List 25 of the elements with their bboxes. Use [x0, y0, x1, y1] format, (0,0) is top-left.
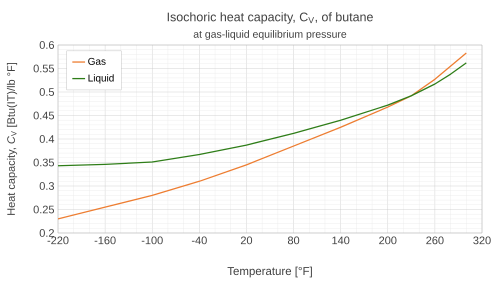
x-axis-title: Temperature [°F] [228, 266, 312, 278]
x-tick-label: 140 [332, 236, 350, 244]
y-axis-title: Heat capacity, C$_{V}$ [Btu(IT)/lb °F] [6, 62, 18, 215]
legend-label: Liquid [88, 74, 114, 84]
y-tick-label: 0.4 [40, 135, 54, 143]
y-tick-label: 0.35 [34, 158, 54, 166]
y-tick-label: 0.2 [40, 229, 54, 237]
x-tick-label: 260 [426, 236, 444, 244]
y-tick-label: 0.45 [34, 112, 54, 120]
x-tick-label: -100 [142, 236, 163, 244]
x-tick-label: 80 [288, 236, 300, 244]
y-tick-label: 0.5 [40, 88, 54, 96]
x-tick-label: 320 [473, 236, 491, 244]
legend-label: Gas [88, 58, 106, 65]
x-tick-label: -40 [192, 236, 207, 244]
x-tick-label: -220 [48, 236, 69, 244]
y-tick-label: 0.3 [40, 182, 54, 190]
x-tick-label: 200 [379, 236, 396, 244]
y-tick-label: 0.25 [34, 206, 54, 214]
chart-title: Isochoric heat capacity, C$_{V}$, of butane [168, 12, 373, 24]
x-tick-label: 20 [240, 236, 252, 244]
chart-subtitle: at gas-liquid equilibrium pressure [194, 30, 346, 40]
y-tick-label: 0.6 [40, 41, 54, 49]
y-tick-label: 0.55 [34, 64, 54, 72]
x-tick-label: -160 [94, 236, 116, 244]
